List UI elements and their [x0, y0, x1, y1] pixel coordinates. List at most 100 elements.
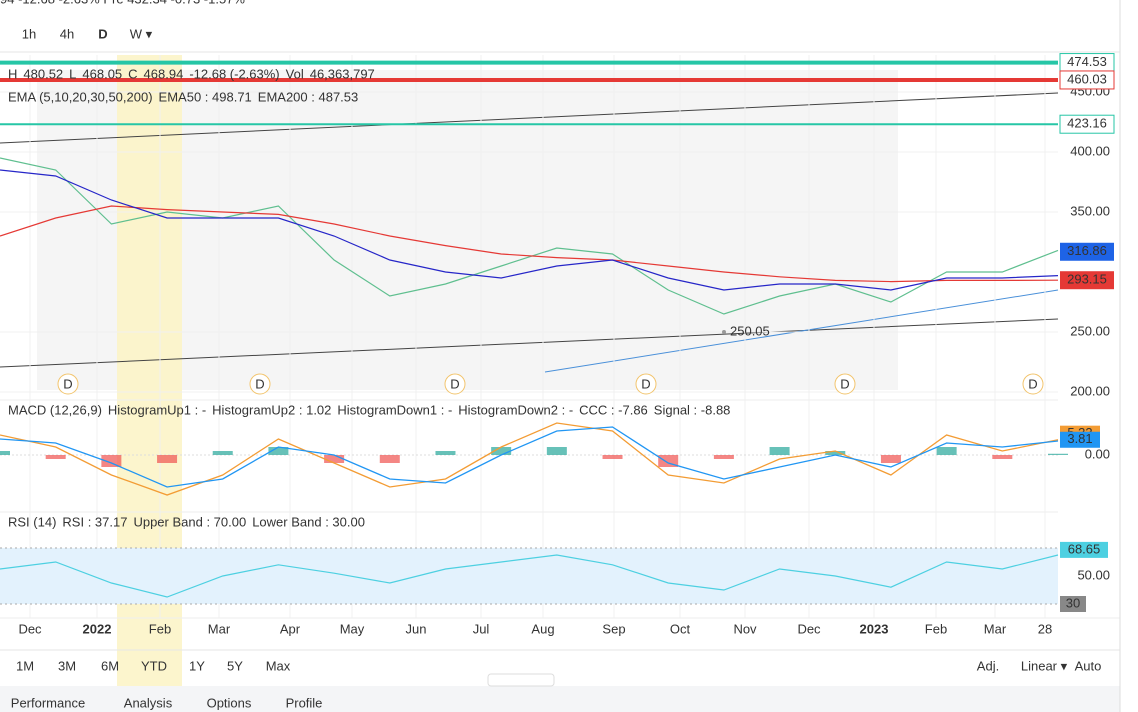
range-button[interactable]: 5Y — [227, 658, 243, 673]
rsi-tag-label: 68.65 — [1068, 541, 1101, 556]
range-button[interactable]: 6M — [101, 658, 119, 673]
macd-line — [0, 422, 1059, 496]
rsi-tag — [1060, 596, 1086, 612]
x-tick-label: Dec — [18, 621, 42, 636]
x-tick-label: Mar — [208, 621, 231, 636]
legend-item: L — [69, 66, 76, 81]
legend-item: 46,363,797 — [310, 66, 375, 81]
range-button[interactable]: 1M — [16, 658, 34, 673]
price-level-label: 423.16 — [1067, 116, 1107, 131]
dividend-marker — [834, 373, 856, 395]
price-level-box — [1059, 114, 1115, 134]
trend-line — [0, 92, 1059, 144]
x-tick-label: Jun — [406, 621, 427, 636]
range-button[interactable]: YTD — [141, 658, 167, 673]
scale-option[interactable]: Auto — [1075, 658, 1102, 673]
histogram-bar — [546, 447, 567, 455]
signal-line — [0, 426, 1059, 488]
range-button[interactable]: Max — [266, 658, 291, 673]
legend-item: Upper Band : 70.00 — [133, 514, 246, 529]
legend-item: Signal : -8.88 — [654, 402, 731, 417]
rsi-mid-label: 50.00 — [1077, 567, 1110, 582]
interval-button[interactable]: D — [98, 26, 107, 41]
price-level-label: 460.03 — [1067, 71, 1107, 86]
legend-item: HistogramDown1 : - — [337, 402, 452, 417]
macd-zero-label: 0.00 — [1085, 446, 1110, 461]
x-tick-label: Oct — [670, 621, 691, 636]
dividend-label: D — [641, 376, 650, 391]
histogram-bar — [379, 455, 400, 463]
legend-item: MACD (12,26,9) — [8, 402, 102, 417]
ema200-line — [0, 205, 1059, 283]
close-line — [0, 157, 1059, 315]
x-tick-label: Mar — [984, 621, 1007, 636]
macd-tag-label: 3.81 — [1067, 431, 1092, 446]
histogram-bar — [992, 455, 1013, 459]
x-tick-label: Feb — [925, 621, 947, 636]
interval-button[interactable]: 1h — [22, 26, 36, 41]
macd-tag — [1060, 431, 1100, 448]
histogram-bar — [212, 451, 233, 455]
tab[interactable]: Options — [207, 695, 252, 710]
legend-item: 480.52 — [23, 66, 63, 81]
interval-button[interactable]: 4h — [60, 26, 74, 41]
price-tag — [1060, 271, 1114, 290]
histogram-bar — [1048, 453, 1068, 455]
range-button[interactable]: 3M — [58, 658, 76, 673]
collapse-handle[interactable] — [487, 673, 555, 687]
price-level-box — [1059, 70, 1115, 90]
y-tick-label: 250.00 — [1070, 323, 1110, 338]
low-marker — [722, 329, 726, 334]
scale-option[interactable]: Linear ▾ — [1021, 658, 1068, 673]
tab[interactable]: Profile — [286, 695, 323, 710]
rsi-band — [0, 548, 1058, 604]
legend-item: RSI (14) — [8, 514, 56, 529]
scale-option[interactable]: Adj. — [977, 658, 999, 673]
legend-item: 468.05 — [82, 66, 122, 81]
dividend-marker — [57, 373, 79, 395]
low-marker-label: 250.05 — [730, 323, 770, 338]
dividend-marker — [444, 373, 466, 395]
x-tick-label: Dec — [797, 621, 821, 636]
interval-button[interactable]: W ▾ — [130, 26, 153, 41]
legend-item: EMA50 : 498.71 — [159, 89, 252, 104]
legend-item: HistogramUp1 : - — [108, 402, 206, 417]
histogram-bar — [602, 455, 623, 459]
x-tick-label: Feb — [149, 621, 171, 636]
histogram-bar — [880, 455, 901, 463]
price-tag-label: 316.86 — [1067, 243, 1107, 258]
legend-item: CCC : -7.86 — [579, 402, 648, 417]
legend-item: Vol — [286, 66, 304, 81]
histogram-bar — [936, 447, 957, 455]
x-tick-label: 28 — [1038, 621, 1052, 636]
legend-item: HistogramUp2 : 1.02 — [212, 402, 331, 417]
x-tick-label: Sep — [602, 621, 625, 636]
range-button[interactable]: 1Y — [189, 658, 205, 673]
legend-item: EMA (5,10,20,30,50,200) — [8, 89, 153, 104]
histogram-bar — [769, 447, 790, 455]
tab[interactable]: Analysis — [124, 695, 173, 710]
dividend-marker — [635, 373, 657, 395]
trend-line — [544, 289, 1059, 373]
x-tick-label: Aug — [531, 621, 554, 636]
histogram-bar — [157, 455, 178, 463]
dividend-label: D — [63, 376, 72, 391]
y-tick-label: 400.00 — [1070, 143, 1110, 158]
x-tick-label: Apr — [280, 621, 301, 636]
dividend-label: D — [255, 376, 264, 391]
x-tick-label: May — [340, 621, 365, 636]
legend-item: HistogramDown2 : - — [458, 402, 573, 417]
quote-line: 94 -12.68 -2.63% Pre 432.34 -0.73 -1.57% — [0, 0, 245, 6]
dividend-label: D — [450, 376, 459, 391]
price-level-label: 474.53 — [1067, 54, 1107, 69]
histogram-bar — [268, 447, 289, 455]
x-tick-label: Nov — [733, 621, 757, 636]
dividend-label: D — [840, 376, 849, 391]
tab[interactable]: Performance — [11, 695, 85, 710]
rsi-tag — [1060, 541, 1108, 558]
x-tick-label: 2022 — [83, 621, 112, 636]
histogram-bar — [713, 455, 734, 459]
legend-item: Lower Band : 30.00 — [252, 514, 365, 529]
ema50-line — [0, 169, 1059, 291]
price-tag-label: 293.15 — [1067, 272, 1107, 287]
